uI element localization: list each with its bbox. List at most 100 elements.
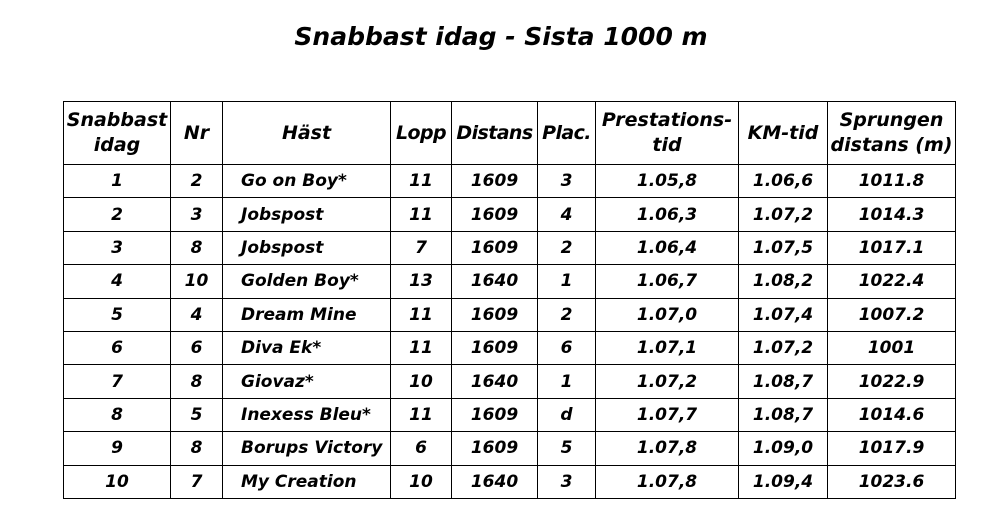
header-distance: Distans <box>451 101 538 165</box>
table-row: 7 8 Giovaz* 10 1640 1 1.07,2 1.08,7 1022… <box>63 364 956 399</box>
cell-km-time: 1.08,7 <box>738 364 828 399</box>
cell-nr: 10 <box>170 264 223 299</box>
cell-distance: 1640 <box>451 364 538 399</box>
cell-rank: 4 <box>63 264 171 299</box>
header-run-distance: Sprungen distans (m) <box>827 101 956 165</box>
cell-race: 11 <box>390 397 452 433</box>
cell-nr: 6 <box>170 330 223 366</box>
cell-run-distance: 1014.6 <box>827 397 956 433</box>
cell-perf-time: 1.06,7 <box>595 264 739 299</box>
cell-perf-time: 1.07,2 <box>595 364 739 399</box>
header-km-time: KM-tid <box>738 101 828 165</box>
cell-perf-time: 1.06,3 <box>595 197 739 232</box>
cell-perf-time: 1.05,8 <box>595 163 739 199</box>
cell-nr: 4 <box>170 297 223 332</box>
cell-perf-time: 1.07,1 <box>595 330 739 366</box>
cell-km-time: 1.09,0 <box>738 431 828 466</box>
cell-race: 11 <box>390 163 452 199</box>
cell-nr: 8 <box>170 431 223 466</box>
cell-perf-time: 1.07,8 <box>595 431 739 466</box>
cell-nr: 5 <box>170 397 223 433</box>
cell-perf-time: 1.07,7 <box>595 397 739 433</box>
table-header-row: Snabbast idag Nr Häst Lopp Distans Plac.… <box>63 101 956 165</box>
cell-km-time: 1.08,2 <box>738 264 828 299</box>
cell-place: 2 <box>537 297 596 332</box>
table-row: 6 6 Diva Ek* 11 1609 6 1.07,1 1.07,2 100… <box>63 330 956 366</box>
cell-distance: 1609 <box>451 230 538 266</box>
cell-km-time: 1.07,5 <box>738 230 828 266</box>
cell-horse: Jobspost <box>222 230 391 266</box>
cell-nr: 2 <box>170 163 223 199</box>
table-row: 1 2 Go on Boy* 11 1609 3 1.05,8 1.06,6 1… <box>63 163 956 199</box>
cell-run-distance: 1014.3 <box>827 197 956 232</box>
cell-km-time: 1.07,4 <box>738 297 828 332</box>
cell-distance: 1609 <box>451 397 538 433</box>
cell-km-time: 1.09,4 <box>738 464 828 499</box>
cell-km-time: 1.08,7 <box>738 397 828 433</box>
cell-run-distance: 1017.9 <box>827 431 956 466</box>
cell-run-distance: 1017.1 <box>827 230 956 266</box>
cell-horse: Borups Victory <box>222 431 391 466</box>
cell-horse: Jobspost <box>222 197 391 232</box>
cell-run-distance: 1022.4 <box>827 264 956 299</box>
cell-nr: 7 <box>170 464 223 499</box>
cell-race: 10 <box>390 464 452 499</box>
cell-horse: Dream Mine <box>222 297 391 332</box>
cell-nr: 3 <box>170 197 223 232</box>
cell-race: 10 <box>390 364 452 399</box>
cell-race: 13 <box>390 264 452 299</box>
header-place: Plac. <box>537 101 596 165</box>
cell-run-distance: 1001 <box>827 330 956 366</box>
cell-race: 11 <box>390 197 452 232</box>
cell-distance: 1609 <box>451 431 538 466</box>
header-run-distance-line2: distans (m) <box>830 134 953 156</box>
cell-rank: 7 <box>63 364 171 399</box>
cell-horse: My Creation <box>222 464 391 499</box>
cell-km-time: 1.07,2 <box>738 330 828 366</box>
cell-distance: 1609 <box>451 330 538 366</box>
cell-horse: Giovaz* <box>222 364 391 399</box>
cell-place: 1 <box>537 264 596 299</box>
table-row: 10 7 My Creation 10 1640 3 1.07,8 1.09,4… <box>63 464 956 499</box>
table-row: 9 8 Borups Victory 6 1609 5 1.07,8 1.09,… <box>63 431 956 466</box>
cell-race: 7 <box>390 230 452 266</box>
cell-race: 11 <box>390 297 452 332</box>
cell-distance: 1609 <box>451 297 538 332</box>
cell-perf-time: 1.07,8 <box>595 464 739 499</box>
cell-distance: 1609 <box>451 197 538 232</box>
header-rank-line1: Snabbast <box>66 109 168 131</box>
table-row: 8 5 Inexess Bleu* 11 1609 d 1.07,7 1.08,… <box>63 397 956 433</box>
cell-rank: 10 <box>63 464 171 499</box>
cell-horse: Inexess Bleu* <box>222 397 391 433</box>
cell-rank: 8 <box>63 397 171 433</box>
table-row: 4 10 Golden Boy* 13 1640 1 1.06,7 1.08,2… <box>63 264 956 299</box>
cell-run-distance: 1011.8 <box>827 163 956 199</box>
header-rank-line2: idag <box>93 134 141 156</box>
cell-rank: 9 <box>63 431 171 466</box>
cell-horse: Go on Boy* <box>222 163 391 199</box>
cell-horse: Diva Ek* <box>222 330 391 366</box>
cell-rank: 3 <box>63 230 171 266</box>
cell-place: 5 <box>537 431 596 466</box>
table-row: 5 4 Dream Mine 11 1609 2 1.07,0 1.07,4 1… <box>63 297 956 332</box>
cell-distance: 1640 <box>451 464 538 499</box>
table-row: 3 8 Jobspost 7 1609 2 1.06,4 1.07,5 1017… <box>63 230 956 266</box>
header-nr: Nr <box>170 101 223 165</box>
header-perf-time-line1: Prestations- <box>601 109 733 131</box>
page-title: Snabbast idag - Sista 1000 m <box>294 22 708 51</box>
cell-rank: 1 <box>63 163 171 199</box>
header-horse: Häst <box>222 101 391 165</box>
header-run-distance-line1: Sprungen <box>839 109 944 131</box>
cell-place: d <box>537 397 596 433</box>
header-rank: Snabbast idag <box>63 101 171 165</box>
cell-km-time: 1.07,2 <box>738 197 828 232</box>
cell-place: 3 <box>537 464 596 499</box>
cell-place: 4 <box>537 197 596 232</box>
cell-place: 1 <box>537 364 596 399</box>
header-race: Lopp <box>390 101 452 165</box>
cell-rank: 5 <box>63 297 171 332</box>
cell-horse: Golden Boy* <box>222 264 391 299</box>
header-perf-time: Prestations- tid <box>595 101 739 165</box>
header-perf-time-line2: tid <box>652 134 682 156</box>
cell-race: 11 <box>390 330 452 366</box>
